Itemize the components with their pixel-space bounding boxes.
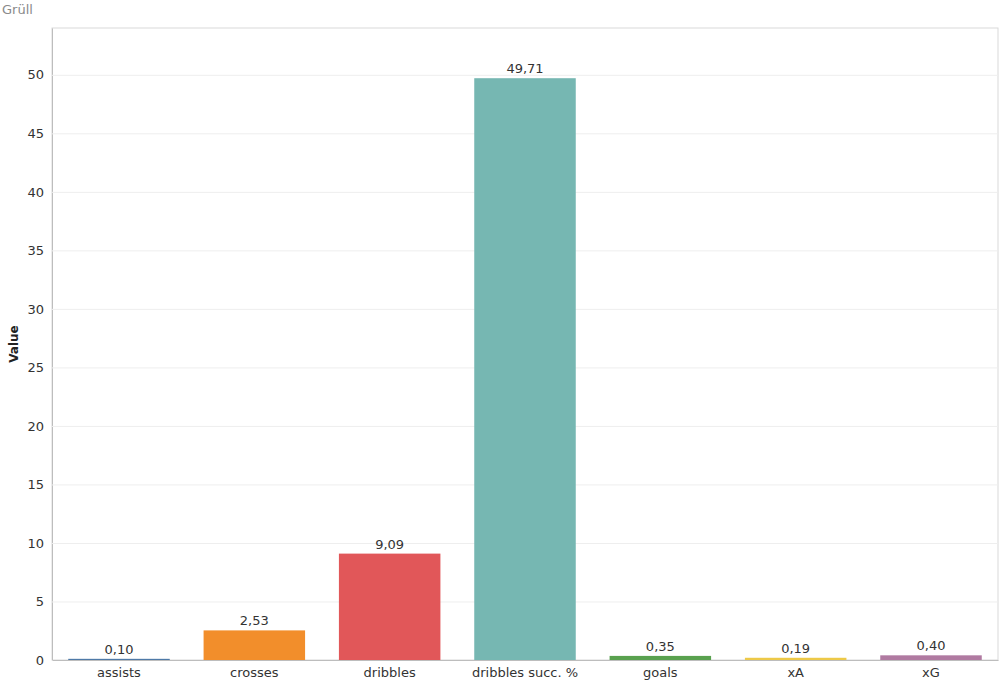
y-axis: 0 5 10 15 20 25 30 35 40 45 50 xyxy=(27,29,998,668)
y-tick-label: 30 xyxy=(27,302,44,317)
bar xyxy=(880,655,982,660)
data-label: 2,53 xyxy=(240,613,269,628)
x-tick-label: dribbles xyxy=(364,665,416,680)
y-tick-label: 15 xyxy=(27,477,44,492)
x-axis: assists crosses dribbles dribbles succ. % go… xyxy=(53,660,999,680)
x-tick: assists xyxy=(97,660,141,680)
bar xyxy=(204,630,306,660)
y-tick-label: 5 xyxy=(36,594,44,609)
y-tick-label: 10 xyxy=(27,536,44,551)
data-label: 0,19 xyxy=(781,641,810,656)
x-tick: crosses xyxy=(230,660,279,680)
data-label: 0,35 xyxy=(646,639,675,654)
plot-frame xyxy=(52,28,998,660)
x-tick: goals xyxy=(643,660,678,680)
bar xyxy=(339,554,441,660)
x-tick-label: crosses xyxy=(230,665,279,680)
bar xyxy=(745,658,847,660)
y-tick-label: 35 xyxy=(27,243,44,258)
x-tick: dribbles xyxy=(364,660,416,680)
data-label: 0,40 xyxy=(917,638,946,653)
y-axis-line xyxy=(52,29,53,661)
y-tick-label: 25 xyxy=(27,360,44,375)
grid-line xyxy=(52,660,998,661)
y-axis-title: Value xyxy=(7,325,21,363)
x-tick-label: xA xyxy=(787,665,804,680)
bars xyxy=(68,78,982,660)
bar xyxy=(474,78,576,660)
x-tick-label: xG xyxy=(922,665,940,680)
y-tick-label: 0 xyxy=(36,653,44,668)
plot: 0 5 10 15 20 25 30 35 40 45 50 assists crosses dribbl… xyxy=(27,28,998,680)
y-tick-label: 45 xyxy=(27,126,44,141)
data-label: 49,71 xyxy=(506,61,543,76)
x-tick-label: dribbles succ. % xyxy=(472,665,578,680)
x-tick-label: goals xyxy=(643,665,678,680)
x-tick: xA xyxy=(787,660,804,680)
data-label: 0,10 xyxy=(105,642,134,657)
bar xyxy=(68,659,170,660)
chart: Grüll 0 5 10 15 20 25 30 35 40 45 50 assists crosses d… xyxy=(0,0,1000,688)
y-tick-label: 50 xyxy=(27,67,44,82)
bar xyxy=(610,656,712,660)
x-tick-label: assists xyxy=(97,665,141,680)
data-label: 9,09 xyxy=(375,537,404,552)
x-tick: xG xyxy=(922,660,940,680)
y-tick-label: 40 xyxy=(27,185,44,200)
x-axis-line xyxy=(53,660,999,661)
y-tick-label: 20 xyxy=(27,419,44,434)
x-tick: dribbles succ. % xyxy=(472,660,578,680)
title: Grüll xyxy=(2,2,33,17)
data-labels: 0,10 2,53 9,09 49,71 0,35 0,19 0,40 xyxy=(105,61,946,657)
